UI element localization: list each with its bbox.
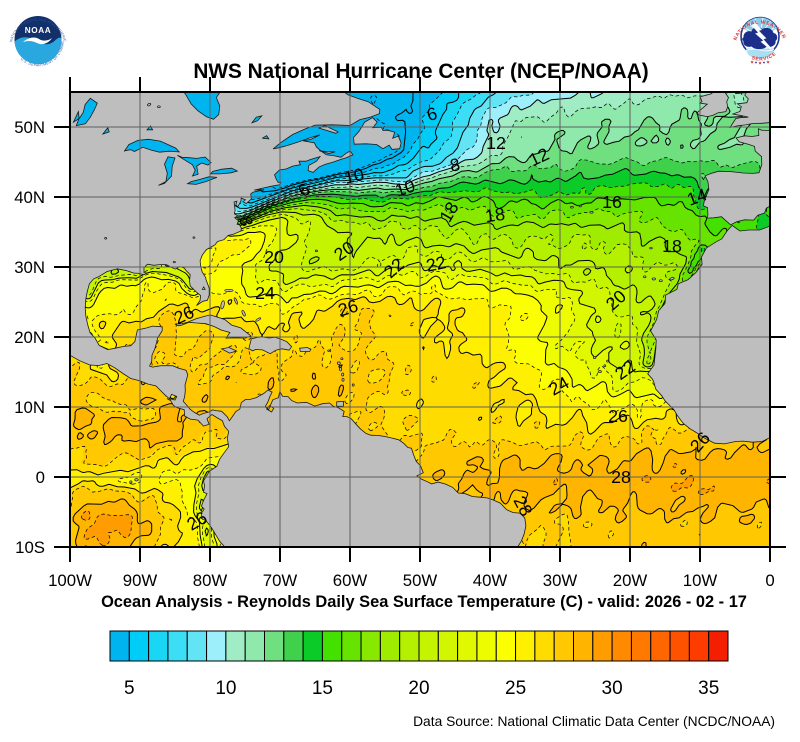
svg-text:★: ★	[758, 61, 763, 66]
svg-text:5: 5	[124, 678, 135, 699]
svg-text:25: 25	[505, 678, 526, 699]
svg-text:90W: 90W	[123, 571, 158, 590]
svg-text:26: 26	[608, 406, 628, 426]
svg-text:40W: 40W	[473, 571, 508, 590]
svg-text:30W: 30W	[543, 571, 578, 590]
svg-text:10: 10	[342, 164, 366, 188]
svg-text:18: 18	[662, 236, 682, 256]
svg-text:15: 15	[312, 678, 333, 699]
svg-text:10N: 10N	[14, 398, 45, 417]
svg-text:10W: 10W	[683, 571, 718, 590]
svg-text:8: 8	[448, 154, 461, 175]
svg-text:50N: 50N	[14, 118, 45, 137]
svg-text:20N: 20N	[14, 328, 45, 347]
svg-text:0: 0	[36, 468, 45, 487]
svg-text:0: 0	[765, 571, 774, 590]
svg-text:SERVICE: SERVICE	[751, 51, 778, 63]
svg-text:★: ★	[750, 60, 755, 65]
svg-text:18: 18	[484, 204, 506, 227]
svg-text:70W: 70W	[263, 571, 298, 590]
svg-text:50W: 50W	[403, 571, 438, 590]
svg-text:22: 22	[424, 252, 448, 276]
svg-text:28: 28	[611, 467, 631, 487]
svg-text:30N: 30N	[14, 258, 45, 277]
svg-text:100W: 100W	[48, 571, 92, 590]
svg-text:20: 20	[264, 247, 284, 267]
svg-text:NOAA: NOAA	[25, 26, 52, 35]
svg-text:16: 16	[602, 192, 622, 212]
svg-text:Data Source: National Climatic: Data Source: National Climatic Data Cent…	[413, 714, 775, 729]
svg-text:10S: 10S	[15, 538, 45, 557]
svg-text:30: 30	[602, 678, 623, 699]
svg-text:Ocean Analysis - Reynolds Dail: Ocean Analysis - Reynolds Daily Sea Surf…	[101, 593, 747, 611]
svg-text:20W: 20W	[613, 571, 648, 590]
svg-text:60W: 60W	[333, 571, 368, 590]
svg-text:10: 10	[215, 678, 236, 699]
svg-text:20: 20	[408, 678, 429, 699]
svg-text:12: 12	[486, 133, 506, 153]
svg-text:24: 24	[255, 283, 275, 303]
svg-text:8: 8	[235, 214, 256, 227]
svg-text:40N: 40N	[14, 188, 45, 207]
svg-text:35: 35	[698, 678, 719, 699]
svg-text:80W: 80W	[193, 571, 228, 590]
svg-text:NWS National Hurricane Center: NWS National Hurricane Center (NCEP/NOAA…	[193, 60, 648, 83]
svg-text:★: ★	[766, 60, 771, 65]
